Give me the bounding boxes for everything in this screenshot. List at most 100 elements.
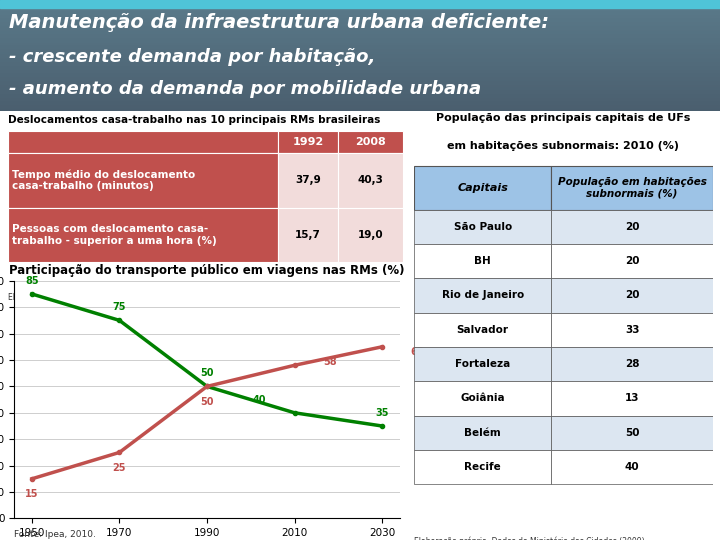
Bar: [0, 109, 720, 111]
Text: Goiânia: Goiânia: [460, 394, 505, 403]
Bar: [0, 10, 720, 11]
Text: - crescente demanda por habitação,: - crescente demanda por habitação,: [9, 48, 375, 65]
Text: em habitações subnormais: 2010 (%): em habitações subnormais: 2010 (%): [447, 140, 680, 151]
Bar: [0, 40, 720, 42]
Text: - aumento da demanda por mobilidade urbana: - aumento da demanda por mobilidade urba…: [9, 80, 481, 98]
Bar: [0, 35, 720, 36]
Bar: [0, 83, 720, 84]
Bar: [0, 55, 720, 57]
Bar: [0, 5, 720, 7]
Bar: [338, 131, 403, 153]
Text: 75: 75: [113, 302, 126, 313]
Bar: [8, 153, 278, 207]
Bar: [0, 106, 720, 108]
Bar: [552, 210, 713, 244]
Text: População em habitações
subnormais (%): População em habitações subnormais (%): [558, 177, 706, 199]
Bar: [0, 51, 720, 52]
Bar: [0, 29, 720, 30]
Text: Tempo médio do deslocamento
casa-trabalho (minutos): Tempo médio do deslocamento casa-trabalh…: [12, 169, 195, 191]
Bar: [0, 73, 720, 75]
Text: 85: 85: [25, 276, 39, 286]
Bar: [552, 278, 713, 313]
Text: Rio de Janeiro: Rio de Janeiro: [441, 291, 524, 300]
Bar: [0, 77, 720, 79]
Bar: [0, 8, 720, 10]
Text: Fonte: Ipea, 2010.: Fonte: Ipea, 2010.: [14, 530, 96, 539]
Bar: [0, 66, 720, 68]
Bar: [414, 210, 552, 244]
Bar: [0, 69, 720, 71]
Text: 1992: 1992: [292, 137, 323, 147]
Text: 58: 58: [323, 357, 336, 367]
Bar: [0, 75, 720, 76]
Bar: [0, 26, 720, 28]
Bar: [0, 79, 720, 80]
Bar: [414, 166, 552, 210]
Text: 65: 65: [410, 347, 424, 357]
Bar: [0, 21, 720, 22]
Bar: [0, 7, 720, 8]
Bar: [552, 450, 713, 484]
Bar: [0, 82, 720, 83]
Bar: [278, 131, 338, 153]
Text: 50: 50: [200, 397, 214, 407]
Bar: [0, 68, 720, 69]
Text: Elaboração própria. Dados PNAD/ IBGE/ Ipea.: Elaboração própria. Dados PNAD/ IBGE/ Ip…: [8, 292, 181, 302]
Bar: [0, 25, 720, 26]
Bar: [0, 93, 720, 94]
Bar: [0, 64, 720, 65]
Bar: [0, 54, 720, 56]
Bar: [0, 62, 720, 64]
Text: Fortaleza: Fortaleza: [455, 359, 510, 369]
Text: 25: 25: [113, 463, 126, 473]
Text: BH: BH: [474, 256, 491, 266]
Bar: [0, 19, 720, 21]
Bar: [0, 46, 720, 47]
Bar: [0, 94, 720, 96]
Bar: [0, 103, 720, 104]
Bar: [0, 91, 720, 93]
Text: 35: 35: [375, 408, 389, 418]
Bar: [338, 207, 403, 262]
Bar: [0, 3, 720, 4]
Bar: [0, 36, 720, 37]
Text: Salvador: Salvador: [456, 325, 509, 335]
Text: 20: 20: [625, 291, 639, 300]
Text: Pessoas com deslocamento casa-
trabalho - superior a uma hora (%): Pessoas com deslocamento casa- trabalho …: [12, 224, 217, 246]
Bar: [0, 24, 720, 25]
Bar: [0, 4, 720, 5]
Bar: [0, 0, 720, 2]
Text: Recife: Recife: [464, 462, 501, 472]
Bar: [414, 416, 552, 450]
Text: 20: 20: [625, 256, 639, 266]
Text: 40,3: 40,3: [358, 175, 384, 185]
Text: Elaboração própria. Dados do Ministério das Cidades (2009): Elaboração própria. Dados do Ministério …: [414, 536, 644, 540]
Bar: [338, 153, 403, 207]
Bar: [0, 0, 720, 8]
Bar: [414, 381, 552, 416]
Bar: [0, 104, 720, 105]
Bar: [8, 131, 278, 153]
Text: 20: 20: [625, 222, 639, 232]
Bar: [414, 347, 552, 381]
Bar: [414, 278, 552, 313]
Bar: [0, 89, 720, 90]
Bar: [0, 90, 720, 91]
Bar: [0, 42, 720, 43]
Bar: [0, 59, 720, 61]
Bar: [0, 49, 720, 50]
Bar: [0, 15, 720, 17]
Bar: [0, 65, 720, 66]
Bar: [0, 18, 720, 19]
Bar: [0, 2, 720, 3]
Bar: [278, 207, 338, 262]
Bar: [0, 30, 720, 32]
Text: População das principais capitais de UFs: População das principais capitais de UFs: [436, 113, 690, 124]
Bar: [552, 244, 713, 278]
Bar: [0, 86, 720, 87]
Bar: [552, 381, 713, 416]
Bar: [0, 108, 720, 109]
Text: 15,7: 15,7: [295, 230, 321, 240]
Text: 28: 28: [625, 359, 639, 369]
Bar: [0, 33, 720, 35]
